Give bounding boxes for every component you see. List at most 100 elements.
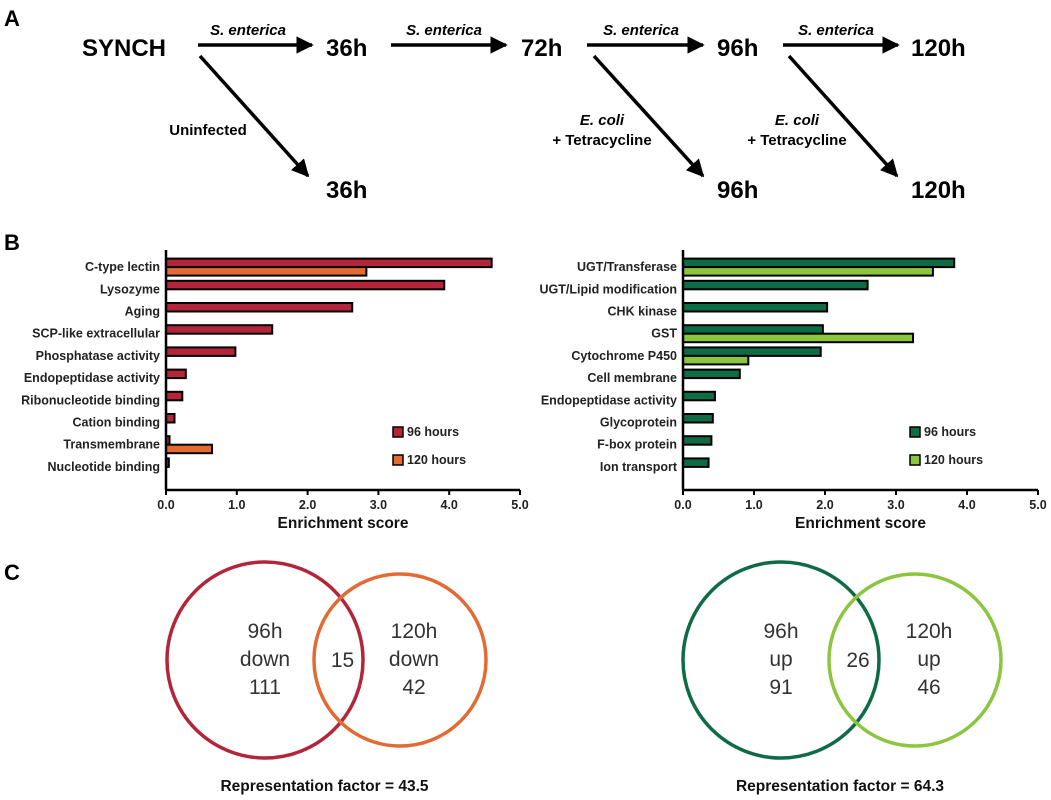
legend-swatch xyxy=(392,454,404,466)
bar-96h xyxy=(682,413,714,424)
x-axis-title: Enrichment score xyxy=(278,515,409,532)
venn-diagrams: 96h down 111 120h down 42 15 Representation fac… xyxy=(165,560,1003,795)
category-label: CHK kinase xyxy=(608,305,678,319)
bar-96h xyxy=(682,457,710,468)
venn-left-text: 96h xyxy=(247,620,282,643)
category-label: GST xyxy=(651,327,677,341)
legend-swatch xyxy=(909,454,921,466)
legend-label: 96 hours xyxy=(924,425,976,439)
legend-label: 120 hours xyxy=(924,453,983,467)
venn-circle-right xyxy=(827,572,1003,748)
x-tick-label: 5.0 xyxy=(1029,498,1046,512)
edge-label-uninfected: Uninfected xyxy=(169,122,247,139)
venn-left-text: 96h xyxy=(763,620,798,643)
x-tick-label: 1.0 xyxy=(228,498,245,512)
x-tick-label: 4.0 xyxy=(441,498,458,512)
category-label: F-box protein xyxy=(597,438,677,452)
category-label: C-type lectin xyxy=(85,260,160,274)
node-96h-ecoli: 96h xyxy=(717,177,758,204)
edge-label-senterica-1: S. enterica xyxy=(210,22,286,39)
bar-96h xyxy=(682,390,716,402)
venn-right-text: 120h xyxy=(391,620,438,643)
x-tick-label: 0.0 xyxy=(674,498,691,512)
node-72h: 72h xyxy=(521,35,562,62)
representation-factor-caption: Representation factor = 64.3 xyxy=(736,778,944,795)
legend-label: 96 hours xyxy=(407,425,459,439)
category-label: Ion transport xyxy=(600,460,678,474)
venn-right-text: up xyxy=(917,648,940,671)
x-tick-label: 1.0 xyxy=(745,498,762,512)
edge-label-ecoli-1: E. coli xyxy=(580,112,625,129)
node-synch: SYNCH xyxy=(82,35,166,62)
bar-120h xyxy=(165,443,214,455)
panel-c-label: C xyxy=(4,560,20,585)
venn-right-text: down xyxy=(389,648,439,671)
edge-label-senterica-3: S. enterica xyxy=(603,22,679,39)
category-label: Cytochrome P450 xyxy=(571,349,677,363)
venn-circle-left xyxy=(165,560,365,760)
bar-chart-left: C-type lectin Lysozyme Aging SCP-like extra… xyxy=(21,250,529,532)
x-axis-title: Enrichment score xyxy=(795,515,926,532)
legend-label: 120 hours xyxy=(407,453,466,467)
bar-96h xyxy=(682,435,713,446)
venn-circle-right xyxy=(312,572,488,748)
bar-96h xyxy=(682,257,956,269)
legend-swatch xyxy=(909,426,921,438)
category-label: Cation binding xyxy=(73,416,160,430)
category-label: Transmembrane xyxy=(63,438,160,452)
venn-down: 96h down 111 120h down 42 15 Representation fac… xyxy=(165,560,488,795)
bar-96h xyxy=(165,257,493,269)
category-label: Aging xyxy=(125,305,160,319)
node-120h: 120h xyxy=(911,35,966,62)
bar-96h xyxy=(682,324,824,335)
bar-120h xyxy=(682,354,750,366)
venn-overlap-count: 15 xyxy=(331,649,354,672)
bar-96h xyxy=(682,302,829,313)
edge-label-tetracycline-1: + Tetracycline xyxy=(552,132,651,149)
category-label: Lysozyme xyxy=(100,282,160,296)
bar-120h xyxy=(165,266,368,277)
bar-120h xyxy=(682,266,934,277)
category-label: Endopeptidase activity xyxy=(541,393,677,407)
venn-right-text: 46 xyxy=(917,676,940,699)
category-label: Ribonucleotide binding xyxy=(21,393,160,407)
x-tick-label: 0.0 xyxy=(157,498,174,512)
edge-label-senterica-4: S. enterica xyxy=(798,22,874,39)
x-tick-label: 3.0 xyxy=(370,498,387,512)
node-36h-uninfected: 36h xyxy=(326,177,367,204)
x-tick-label: 5.0 xyxy=(511,498,528,512)
category-label: SCP-like extracellular xyxy=(32,327,160,341)
category-label: Cell membrane xyxy=(587,371,677,385)
edge-label-ecoli-2: E. coli xyxy=(775,112,820,129)
category-label: UGT/Transferase xyxy=(577,260,677,274)
panel-b-label: B xyxy=(4,230,20,255)
category-label: UGT/Lipid modification xyxy=(540,282,678,296)
x-tick-label: 2.0 xyxy=(816,498,833,512)
representation-factor-caption: Representation factor = 43.5 xyxy=(220,778,428,795)
venn-up: 96h up 91 120h up 46 26 Representation factor =… xyxy=(681,560,1003,795)
bar-96h xyxy=(165,324,274,335)
venn-left-text: down xyxy=(240,648,290,671)
category-label: Glycoprotein xyxy=(600,416,677,430)
venn-right-text: 42 xyxy=(402,676,425,699)
bar-96h xyxy=(165,368,187,380)
node-96h: 96h xyxy=(717,35,758,62)
category-label: Nucleotide binding xyxy=(48,460,161,474)
edge-label-tetracycline-2: + Tetracycline xyxy=(747,132,846,149)
arrow-96h-120h-ecoli xyxy=(787,54,899,178)
x-tick-label: 3.0 xyxy=(887,498,904,512)
bar-96h xyxy=(165,279,446,291)
category-label: Phosphatase activity xyxy=(36,349,160,363)
venn-left-text: 91 xyxy=(769,676,792,699)
venn-left-text: up xyxy=(769,648,792,671)
venn-left-text: 111 xyxy=(249,676,281,699)
venn-right-text: 120h xyxy=(906,620,953,643)
bar-96h xyxy=(165,413,176,424)
legend-swatch xyxy=(392,426,404,438)
panel-a: A SYNCH 36h 72h 96h 120h 36h 96h 120h S.… xyxy=(4,6,966,204)
bar-120h xyxy=(682,332,915,344)
x-tick-label: 4.0 xyxy=(958,498,975,512)
bar-96h xyxy=(165,346,237,357)
bar-chart-right: UGT/Transferase UGT/Lipid modification CHK… xyxy=(540,250,1047,532)
x-tick-label: 2.0 xyxy=(299,498,316,512)
